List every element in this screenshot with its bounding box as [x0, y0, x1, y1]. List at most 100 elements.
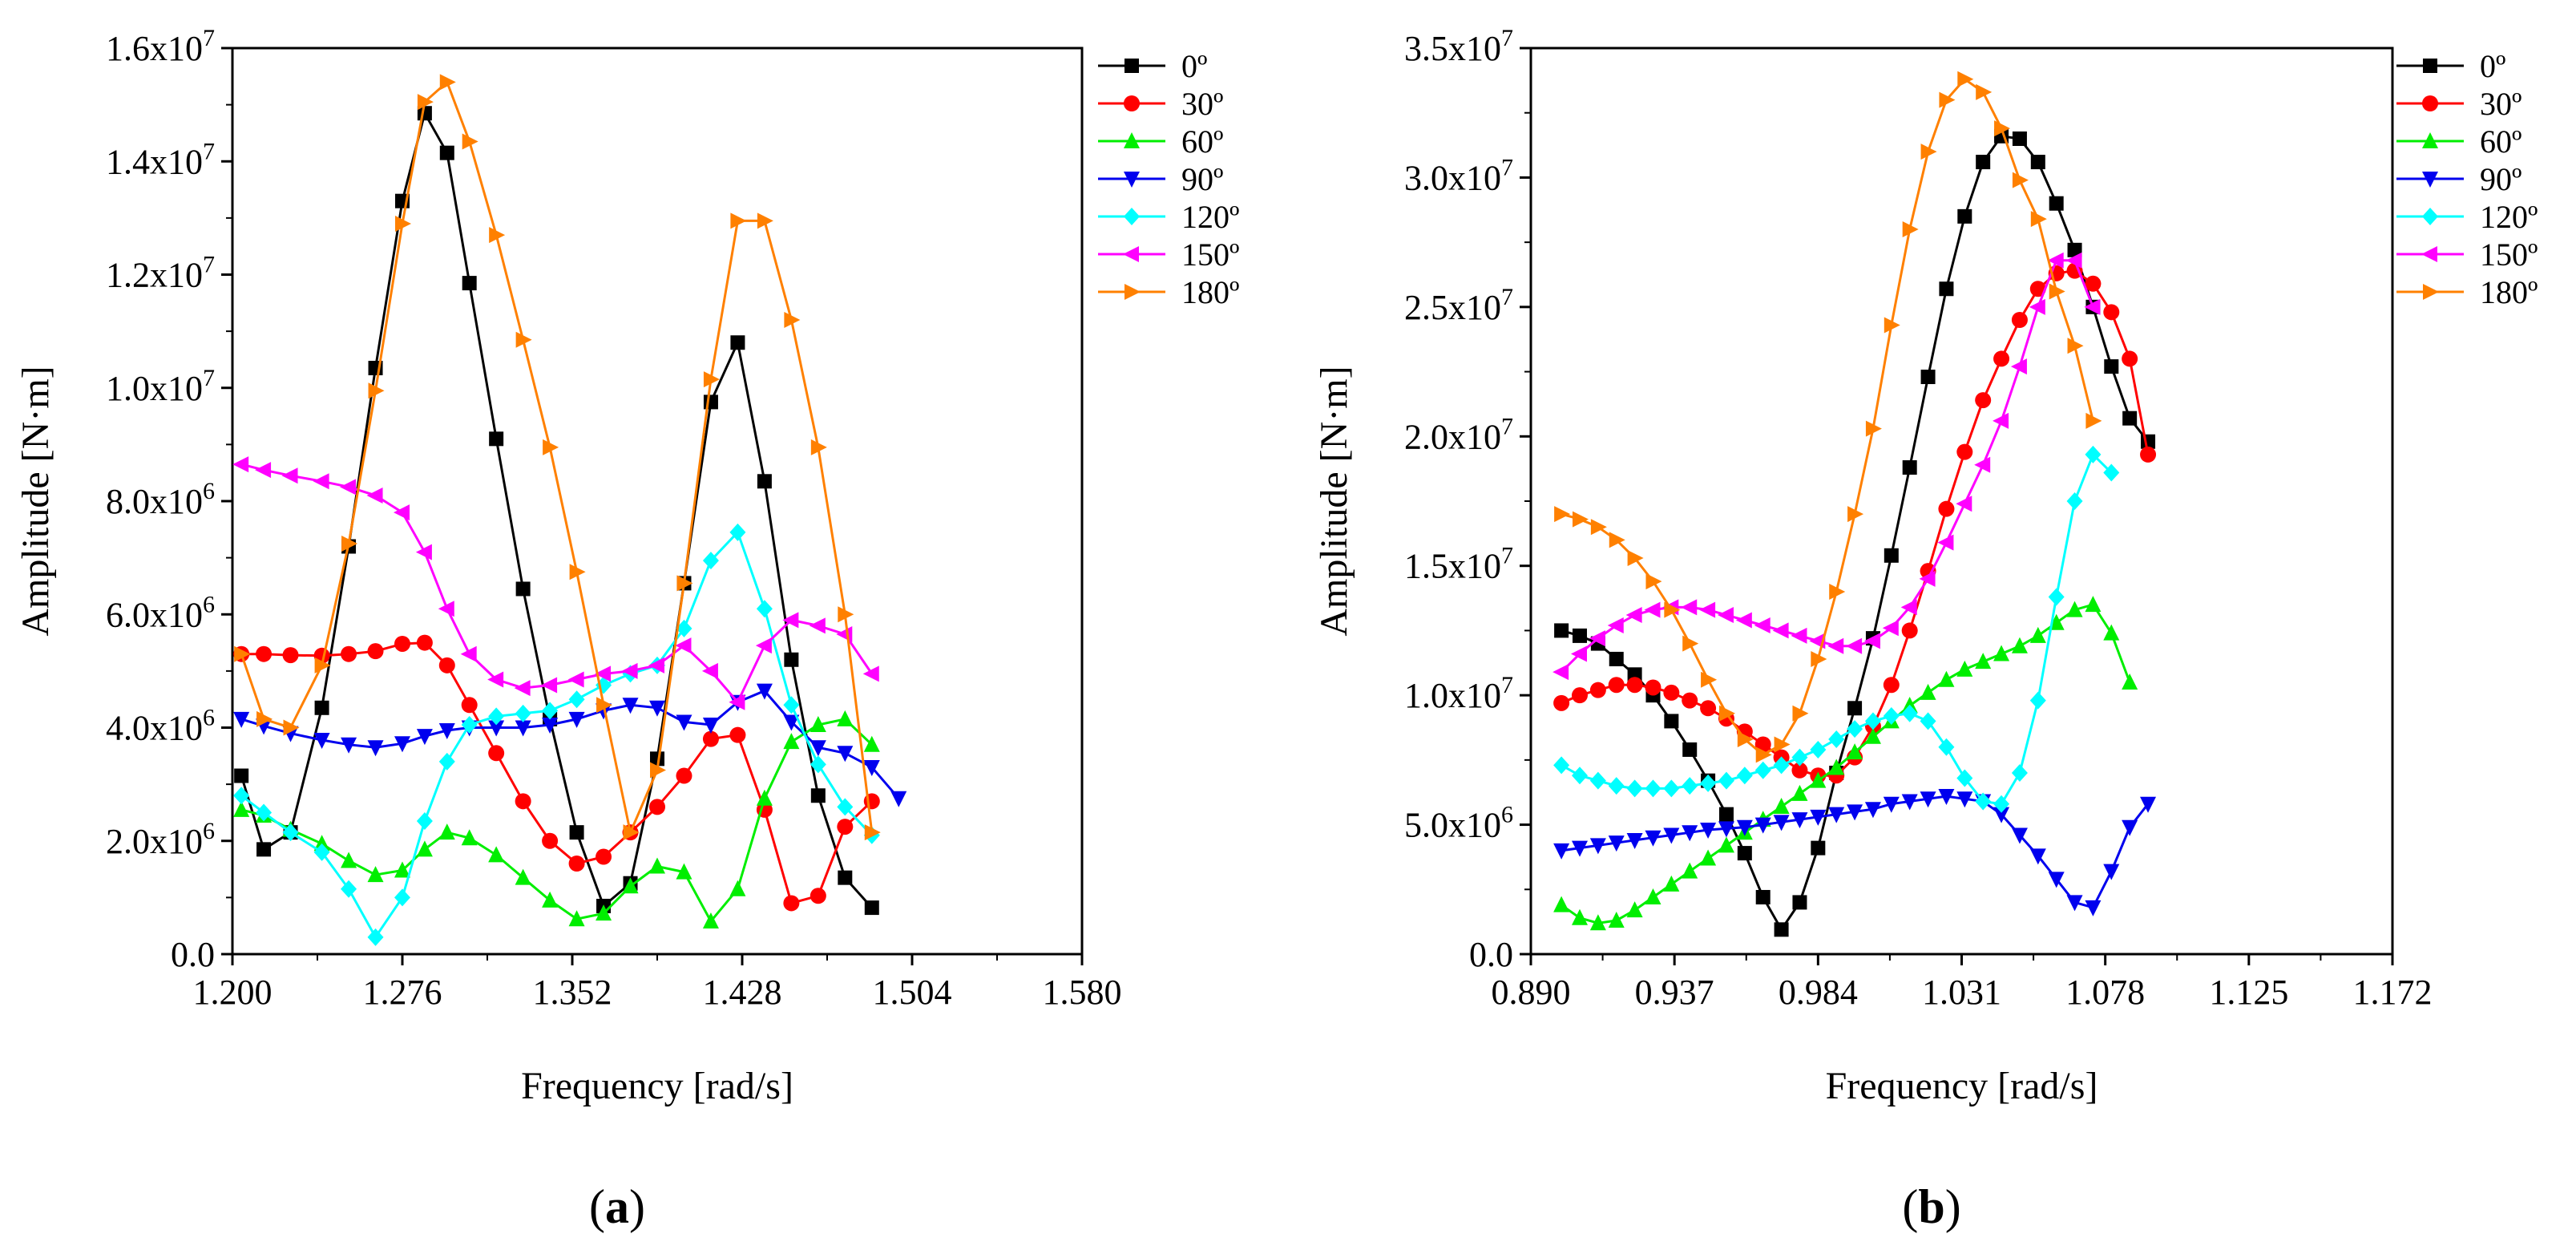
legend-label: 60º: [2480, 123, 2521, 160]
series-3: [233, 710, 880, 929]
data-point: [1736, 767, 1753, 785]
data-point: [569, 564, 586, 581]
data-point: [568, 910, 585, 927]
series-line: [240, 529, 873, 940]
data-point: [489, 227, 506, 244]
data-point: [543, 439, 559, 455]
data-point: [1810, 771, 1827, 788]
data-point: [2067, 242, 2082, 257]
legend-marker: [2423, 59, 2437, 73]
data-point: [1957, 208, 1972, 224]
y-tick-label: 8.0x106: [106, 478, 215, 521]
data-point: [650, 751, 664, 767]
data-point: [1792, 895, 1807, 910]
y-tick-label: 1.5x107: [1404, 543, 1513, 586]
data-point: [784, 312, 801, 328]
x-tick-label: 0.937: [1635, 973, 1714, 1012]
data-point: [1663, 779, 1680, 798]
data-point: [568, 690, 585, 709]
x-tick-label: 0.890: [1492, 973, 1571, 1012]
data-point: [1554, 506, 1571, 523]
y-tick-label: 1.4x107: [106, 138, 215, 181]
data-point: [1663, 684, 1680, 701]
y-axis-label: Amplitude [N·m]: [1313, 366, 1355, 636]
data-point: [595, 665, 612, 682]
data-point: [1956, 769, 1973, 787]
data-point: [810, 740, 826, 757]
series-5: [1553, 445, 2120, 813]
data-point: [233, 787, 250, 805]
data-point: [1847, 804, 1863, 821]
caption-a-letter: a: [605, 1180, 629, 1233]
legend-marker: [1124, 95, 1140, 111]
y-tick-label: 0.0: [1469, 935, 1513, 974]
data-point: [1902, 221, 1919, 237]
data-point: [1608, 835, 1625, 852]
data-point: [2122, 411, 2138, 426]
data-point: [1920, 712, 1936, 730]
legend-marker: [2423, 284, 2439, 300]
data-point: [1553, 756, 1570, 775]
data-point: [1974, 456, 1991, 473]
data-point: [1919, 570, 1936, 587]
data-point: [567, 671, 584, 688]
data-point: [1920, 144, 1937, 160]
data-point: [255, 462, 272, 479]
data-point: [2103, 624, 2120, 641]
legend-marker: [1124, 132, 1140, 148]
data-point: [1644, 601, 1661, 618]
x-tick-label: 1.276: [363, 973, 442, 1012]
legend-label: 180º: [1181, 274, 1239, 310]
data-point: [2029, 848, 2046, 865]
data-point: [2085, 445, 2102, 463]
data-point: [756, 683, 773, 700]
data-point: [487, 671, 504, 688]
data-point: [1571, 767, 1588, 785]
data-point: [1718, 705, 1735, 722]
data-point: [1553, 843, 1570, 860]
data-point: [703, 371, 720, 388]
data-point: [1608, 777, 1625, 795]
legend-marker: [2422, 132, 2438, 148]
data-point: [314, 700, 329, 715]
x-tick-label: 1.200: [193, 973, 273, 1012]
data-point: [1682, 692, 1698, 709]
data-point: [1956, 791, 1973, 808]
data-point: [782, 612, 799, 629]
data-point: [596, 697, 613, 714]
data-point: [1828, 730, 1845, 749]
data-point: [1956, 660, 1973, 677]
legend-label: 150º: [2480, 237, 2538, 273]
data-point: [1589, 914, 1606, 931]
y-tick-label: 1.2x107: [106, 252, 215, 295]
y-tick-label: 1.6x107: [106, 25, 215, 68]
x-tick-label: 1.078: [2065, 973, 2145, 1012]
data-point: [1626, 901, 1643, 918]
data-point: [394, 736, 410, 753]
data-point: [233, 800, 250, 817]
data-point: [757, 212, 773, 229]
data-point: [810, 755, 826, 774]
data-point: [1882, 620, 1899, 637]
data-point: [2067, 338, 2084, 354]
data-point: [2012, 131, 2027, 146]
data-point: [1864, 712, 1881, 730]
data-point: [394, 861, 410, 878]
data-point: [1937, 534, 1954, 551]
data-point: [461, 697, 478, 714]
data-point: [1772, 622, 1789, 639]
legend-label: 180º: [2480, 274, 2538, 310]
data-point: [366, 487, 383, 504]
x-tick-label: 1.352: [533, 973, 612, 1012]
data-point: [1681, 599, 1698, 616]
data-point: [1682, 742, 1698, 757]
data-point: [2084, 298, 2101, 315]
data-point: [1864, 727, 1881, 744]
caption-b: (b): [1902, 1180, 1960, 1233]
data-point: [282, 647, 299, 664]
x-tick-label: 1.125: [2209, 973, 2288, 1012]
data-point: [1883, 677, 1900, 694]
data-point: [461, 829, 478, 846]
data-point: [838, 870, 853, 885]
data-point: [438, 823, 455, 840]
